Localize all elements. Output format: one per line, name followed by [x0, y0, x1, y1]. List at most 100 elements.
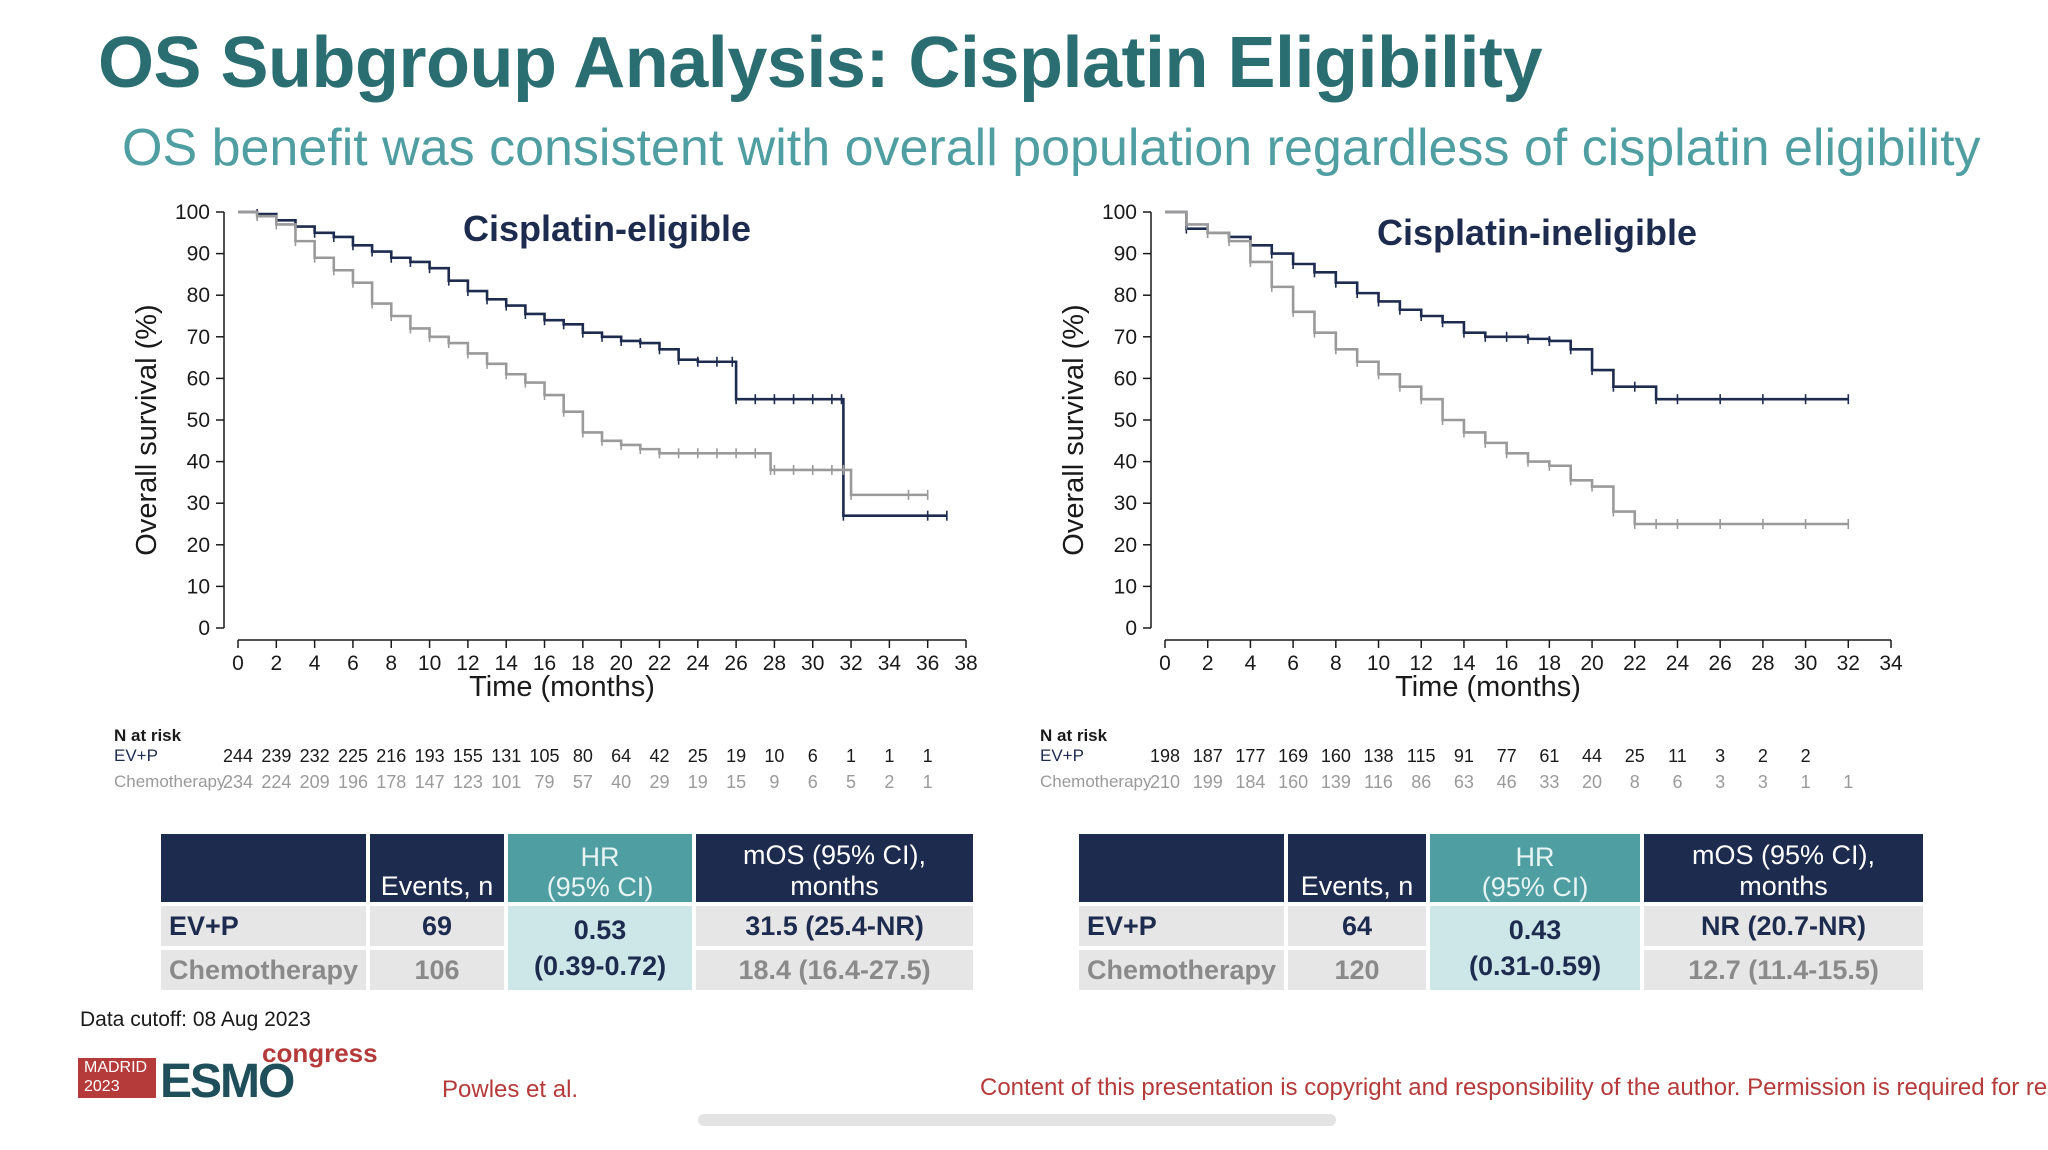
- x-tick-label: 32: [839, 652, 862, 675]
- risk-value: 234: [223, 772, 254, 792]
- risk-value: 29: [649, 772, 670, 792]
- risk-value: 178: [376, 772, 407, 792]
- header-hr: HR (95% CI): [1430, 834, 1641, 902]
- risk-value: 44: [1582, 746, 1603, 766]
- y-tick-label: 90: [187, 243, 210, 266]
- risk-value: 224: [261, 772, 292, 792]
- risk-value: 80: [572, 746, 593, 766]
- risk-value: 9: [769, 772, 780, 792]
- risk-value: 6: [807, 746, 818, 766]
- y-tick-label: 70: [187, 326, 210, 349]
- x-tick-label: 2: [1202, 652, 1214, 675]
- header-events: Events, n: [1288, 834, 1427, 902]
- x-tick-label: 16: [533, 652, 556, 675]
- hr-value: 0.43 (0.31-0.59): [1430, 906, 1641, 990]
- header-mos: mOS (95% CI), months: [1644, 834, 1923, 902]
- risk-value: 244: [223, 746, 254, 766]
- risk-value: 3: [1715, 746, 1726, 766]
- risk-value: 169: [1278, 746, 1309, 766]
- risk-value: 239: [261, 746, 292, 766]
- risk-value: 2: [884, 772, 895, 792]
- risk-table-header: N at risk: [1040, 726, 1108, 745]
- risk-value: 19: [726, 746, 747, 766]
- risk-value: 91: [1453, 746, 1474, 766]
- risk-value: 196: [337, 772, 368, 792]
- risk-value: 123: [452, 772, 483, 792]
- risk-value: 193: [414, 746, 445, 766]
- x-tick-label: 12: [1410, 652, 1433, 675]
- x-tick-label: 14: [495, 652, 519, 675]
- logo-congress: congress: [262, 1038, 378, 1068]
- risk-value: 63: [1453, 772, 1474, 792]
- risk-value: 199: [1192, 772, 1223, 792]
- x-tick-label: 8: [1330, 652, 1342, 675]
- row-label-chemo: Chemotherapy: [1079, 950, 1285, 990]
- risk-value: 139: [1320, 772, 1351, 792]
- risk-value: 33: [1539, 772, 1560, 792]
- risk-value: 3: [1757, 772, 1768, 792]
- author-credit: Powles et al.: [442, 1076, 579, 1103]
- x-tick-label: 12: [456, 652, 479, 675]
- risk-value: 216: [376, 746, 407, 766]
- risk-value: 5: [846, 772, 857, 792]
- x-tick-label: 8: [385, 652, 397, 675]
- risk-value: 79: [534, 772, 555, 792]
- risk-value: 42: [649, 746, 670, 766]
- y-tick-label: 40: [187, 451, 210, 474]
- risk-value: 10: [764, 746, 785, 766]
- x-tick-label: 30: [801, 652, 824, 675]
- risk-value: 184: [1235, 772, 1266, 792]
- risk-value: 138: [1363, 746, 1394, 766]
- risk-value: 2: [1800, 746, 1811, 766]
- risk-row-label: Chemotherapy: [1040, 772, 1152, 791]
- x-tick-label: 14: [1452, 652, 1476, 675]
- horizontal-scrollbar[interactable]: [698, 1114, 1336, 1126]
- risk-value: 187: [1192, 746, 1223, 766]
- events-ev: 69: [370, 906, 505, 946]
- x-tick-label: 20: [1580, 652, 1603, 675]
- risk-value: 1: [1843, 772, 1854, 792]
- km-curve-ev-p: [238, 210, 947, 517]
- y-tick-label: 60: [187, 367, 210, 390]
- risk-value: 177: [1235, 746, 1266, 766]
- x-tick-label: 32: [1837, 652, 1860, 675]
- risk-value: 15: [726, 772, 747, 792]
- x-tick-label: 6: [1287, 652, 1299, 675]
- risk-value: 1: [846, 746, 857, 766]
- slide-subtitle: OS benefit was consistent with overall p…: [122, 119, 1981, 177]
- risk-value: 6: [1672, 772, 1683, 792]
- risk-value: 40: [611, 772, 632, 792]
- events-chemo: 120: [1288, 950, 1427, 990]
- risk-value: 232: [299, 746, 330, 766]
- summary-table-cisplatin-ineligible: Events, n HR (95% CI) mOS (95% CI), month…: [1075, 830, 1927, 994]
- x-tick-label: 24: [686, 652, 710, 675]
- risk-value: 209: [299, 772, 330, 792]
- header-blank: [1079, 834, 1285, 902]
- risk-value: 116: [1364, 772, 1393, 792]
- risk-row-label: Chemotherapy: [114, 772, 226, 791]
- risk-value: 19: [687, 772, 708, 792]
- risk-value: 160: [1320, 746, 1351, 766]
- x-tick-label: 22: [1623, 652, 1646, 675]
- y-tick-label: 30: [187, 492, 210, 515]
- row-label-ev: EV+P: [1079, 906, 1285, 946]
- copyright-notice: Content of this presentation is copyrigh…: [980, 1074, 2048, 1101]
- x-tick-label: 28: [1751, 652, 1774, 675]
- y-tick-label: 80: [187, 284, 210, 307]
- y-tick-label: 90: [1114, 243, 1137, 266]
- header-mos: mOS (95% CI), months: [696, 834, 973, 902]
- x-tick-label: 34: [1879, 652, 1903, 675]
- risk-value: 101: [491, 772, 522, 792]
- data-cutoff: Data cutoff: 08 Aug 2023: [80, 1008, 311, 1031]
- x-tick-label: 26: [1708, 652, 1731, 675]
- x-tick-label: 2: [270, 652, 282, 675]
- header-events: Events, n: [370, 834, 505, 902]
- risk-value: 2: [1757, 746, 1768, 766]
- risk-value: 1: [884, 746, 895, 766]
- logo-esmo: ESMO: [160, 1055, 295, 1108]
- km-curve-chemotherapy: [1165, 210, 1849, 526]
- y-tick-label: 60: [1114, 367, 1137, 390]
- row-label-ev: EV+P: [161, 906, 367, 946]
- y-tick-label: 0: [1125, 617, 1137, 640]
- y-tick-label: 30: [1114, 492, 1137, 515]
